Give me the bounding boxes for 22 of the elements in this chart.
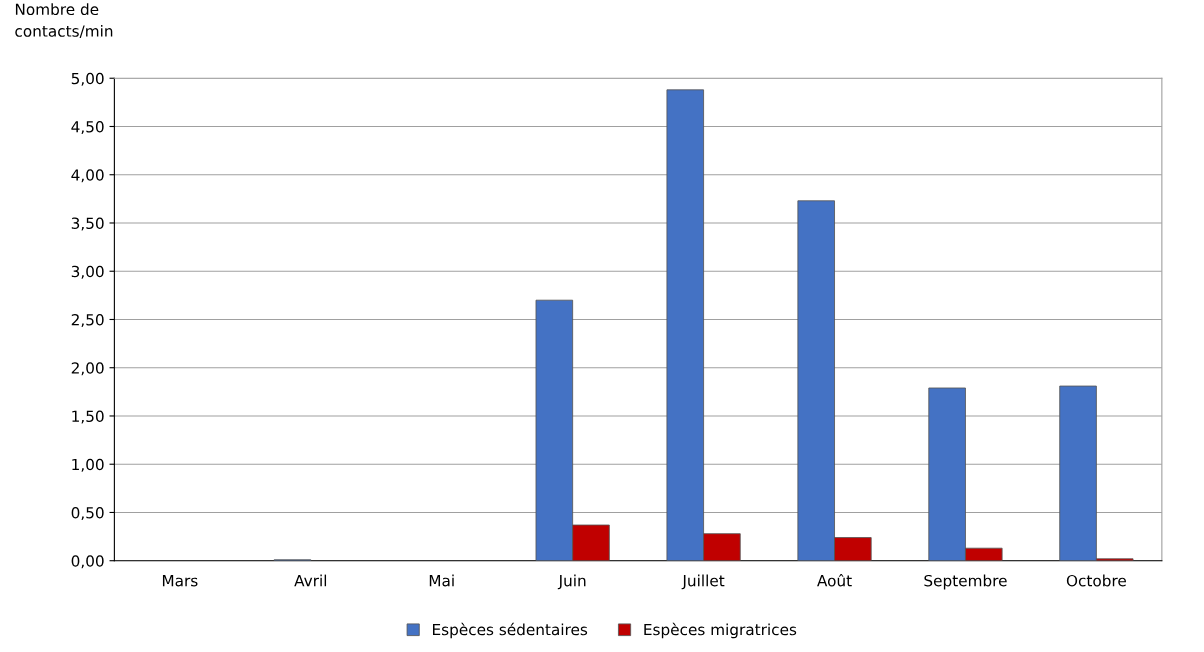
y-tick-label: 1,00 (72, 458, 104, 472)
legend-label: Espèces sédentaires (433, 622, 588, 639)
y-tick-label: 3,50 (71, 217, 104, 231)
legend-label: Espèces migratrices (644, 622, 797, 639)
x-tick-label: Août (817, 574, 852, 587)
y-tick-label: 0,50 (71, 506, 104, 521)
x-tick-label: Mars (162, 575, 198, 587)
x-tick-label: Septembre (924, 574, 1007, 590)
x-tick-label: Octobre (1066, 574, 1126, 587)
y-tick-label: 4,50 (71, 120, 104, 135)
y-tick-label: 2,00 (71, 362, 104, 376)
x-tick-label: Juin (557, 574, 586, 590)
y-tick-label: 3,00 (71, 265, 104, 279)
y-tick-label: 4,00 (71, 169, 104, 183)
y-tick-label: 0,00 (71, 555, 104, 569)
y-tick-label: 2,50 (71, 313, 104, 328)
x-tick-label: Avril (294, 574, 327, 587)
y-tick-label: 1,50 (72, 410, 104, 424)
y-tick-label: 5,00 (71, 72, 104, 86)
x-tick-label: Mai (429, 574, 454, 587)
y-axis-title: Nombre de contacts/min (15, 3, 113, 39)
x-tick-label: Juillet (681, 574, 725, 590)
